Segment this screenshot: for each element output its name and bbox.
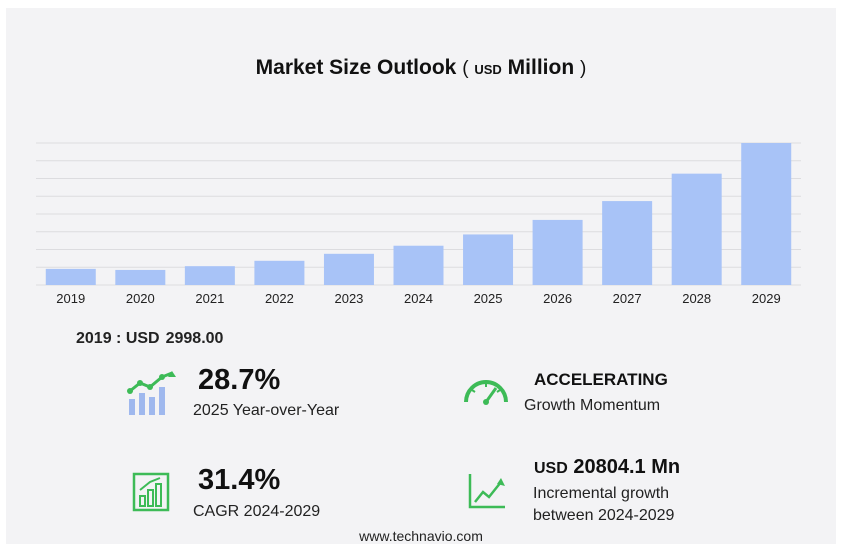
bars bbox=[45, 143, 792, 285]
bar-2025 bbox=[463, 234, 514, 285]
title-text: Market Size Outlook bbox=[255, 56, 457, 79]
bar-2022 bbox=[254, 260, 305, 285]
momentum-value: ACCELERATING bbox=[534, 370, 668, 389]
cagr-value: 31.4% bbox=[198, 464, 281, 496]
bar-growth-icon bbox=[127, 371, 176, 415]
bar-2028 bbox=[671, 173, 722, 285]
x-label-2029: 2029 bbox=[752, 291, 781, 306]
incremental-caption-1: Incremental growth bbox=[533, 485, 670, 502]
bar-2026 bbox=[532, 219, 583, 285]
x-label-2026: 2026 bbox=[543, 291, 572, 306]
momentum-caption: Growth Momentum bbox=[524, 397, 661, 414]
base-year-amount: 2998.00 bbox=[165, 330, 224, 347]
title-unit-prefix: USD bbox=[474, 62, 502, 77]
bar-2027 bbox=[602, 201, 653, 285]
x-label-2019: 2019 bbox=[56, 291, 85, 306]
bar-2024 bbox=[393, 245, 444, 285]
chart-card: Market Size Outlook ( USD Million ) 2019… bbox=[6, 8, 836, 544]
title-unit: Million bbox=[507, 56, 575, 79]
base-year-value: 2019 : USD 2998.00 bbox=[76, 330, 223, 348]
bar-2029 bbox=[741, 143, 792, 285]
x-label-2028: 2028 bbox=[682, 291, 711, 306]
incremental-prefix: USD bbox=[534, 460, 568, 477]
yoy-caption: 2025 Year-over-Year bbox=[193, 402, 340, 419]
x-axis-labels: 2019 2020 2021 2022 2023 2024 2025 2026 2027 2028… bbox=[56, 291, 780, 306]
x-label-2027: 2027 bbox=[613, 291, 642, 306]
x-label-2023: 2023 bbox=[334, 291, 363, 306]
bar-2023 bbox=[323, 253, 374, 285]
trend-line-icon bbox=[468, 474, 505, 509]
x-label-2022: 2022 bbox=[265, 291, 294, 306]
x-label-2021: 2021 bbox=[195, 291, 224, 306]
incremental-value-line: USD 20804.1 Mn bbox=[534, 456, 680, 479]
yoy-value: 28.7% bbox=[198, 364, 281, 396]
bar-2020 bbox=[115, 269, 166, 285]
bar-2021 bbox=[184, 266, 235, 285]
x-label-2024: 2024 bbox=[404, 291, 433, 306]
bar-chart: 2019 2020 2021 2022 2023 2024 2025 2026 2027 2028… bbox=[36, 142, 801, 306]
incremental-caption-2: between 2024-2029 bbox=[533, 507, 675, 524]
chart-title: Market Size Outlook ( USD Million ) bbox=[6, 56, 836, 80]
x-label-2025: 2025 bbox=[474, 291, 503, 306]
base-year-label: 2019 : USD bbox=[76, 330, 160, 347]
incremental-value: 20804.1 Mn bbox=[573, 456, 681, 478]
cagr-caption: CAGR 2024-2029 bbox=[193, 503, 321, 520]
bar-chart-icon bbox=[132, 472, 170, 512]
title-close-paren: ) bbox=[580, 58, 587, 79]
source-footer: www.technavio.com bbox=[359, 528, 483, 544]
title-open-paren: ( bbox=[462, 58, 469, 79]
x-label-2020: 2020 bbox=[126, 291, 155, 306]
speedometer-icon bbox=[464, 380, 508, 405]
bar-2019 bbox=[45, 268, 96, 285]
